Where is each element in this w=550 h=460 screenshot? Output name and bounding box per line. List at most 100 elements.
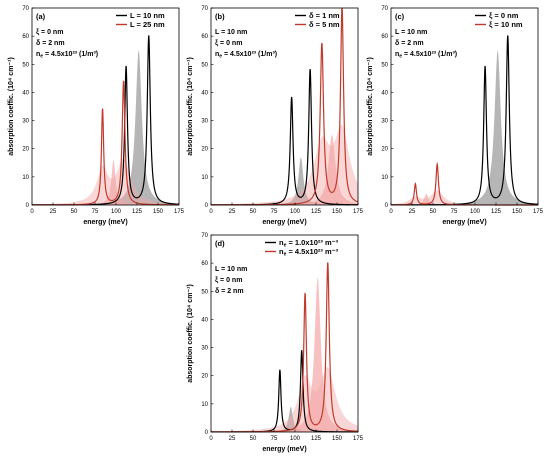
y-tick-label: 50 [201, 62, 208, 68]
series-1-line [391, 35, 539, 206]
annotation-text: ξ = 0 nm [215, 277, 242, 284]
y-tick-label: 70 [201, 6, 208, 12]
annotation-text: δ = 2 nm [36, 40, 65, 47]
plot-frame [210, 234, 359, 433]
x-tick-label: 75 [271, 209, 278, 215]
series-2-shaded-band [211, 277, 358, 432]
panel-label: (d) [215, 239, 225, 248]
y-tick-label: 20 [201, 147, 208, 153]
y-tick-label: 20 [381, 147, 388, 153]
y-tick-label: 10 [201, 402, 208, 408]
y-tick-label: 10 [381, 175, 388, 181]
x-axis-label: energy (meV) [442, 219, 486, 226]
series-1-shaded-band [32, 50, 179, 206]
legend-entry: δ = 5 nm [309, 20, 340, 29]
x-tick-label: 75 [92, 209, 99, 215]
series-2-shaded-band [211, 134, 358, 205]
y-tick-label: 30 [381, 119, 388, 125]
annotation-text: ξ = 0 nm [215, 40, 242, 47]
x-tick-label: 175 [174, 209, 185, 215]
x-tick-label: 175 [533, 209, 544, 215]
legend-entry: ne = 1.0x10²³ m⁻³ [279, 238, 339, 249]
x-tick-label: 75 [451, 209, 458, 215]
x-tick-label: 25 [50, 209, 57, 215]
panel-label: (b) [215, 12, 225, 21]
y-tick-label: 70 [201, 233, 208, 239]
y-axis-label: absorption coeffic. (10⁴ cm⁻¹) [187, 57, 194, 156]
x-tick-label: 25 [229, 209, 236, 215]
y-axis-label: absorption coeffic. (10⁴ cm⁻¹) [8, 57, 15, 156]
x-tick-label: 50 [250, 436, 257, 442]
series-1-shaded-band [391, 50, 538, 206]
y-tick-label: 70 [381, 6, 388, 12]
y-tick-label: 30 [201, 119, 208, 125]
x-tick-label: 125 [491, 209, 502, 215]
y-tick-label: 40 [22, 90, 29, 96]
y-tick-label: 10 [22, 175, 29, 181]
x-tick-label: 25 [409, 209, 416, 215]
x-tick-label: 0 [30, 209, 34, 215]
series-2-line [32, 80, 179, 206]
y-tick-label: 50 [381, 62, 388, 68]
legend-entry: ξ = 10 nm [489, 20, 523, 29]
y-tick-label: 50 [22, 62, 29, 68]
y-tick-label: 20 [22, 147, 29, 153]
annotation-text: δ = 2 nm [215, 288, 244, 295]
x-tick-label: 0 [209, 209, 213, 215]
x-axis-label: energy (meV) [262, 219, 306, 226]
x-tick-label: 150 [332, 436, 343, 442]
y-tick-label: 70 [22, 6, 29, 12]
x-axis-label: energy (meV) [83, 219, 127, 226]
x-axis-label: energy (meV) [262, 446, 306, 453]
x-tick-label: 75 [271, 436, 278, 442]
x-tick-label: 175 [353, 209, 364, 215]
x-tick-label: 50 [250, 209, 257, 215]
annotation-text: ξ = 0 nm [36, 29, 63, 36]
plot-frame [390, 7, 539, 206]
y-tick-label: 20 [201, 374, 208, 380]
x-tick-label: 150 [512, 209, 523, 215]
series-2-shaded-band [391, 193, 538, 205]
y-tick-label: 60 [201, 34, 208, 40]
annotation-text: L = 10 nm [395, 29, 427, 36]
x-tick-label: 150 [153, 209, 164, 215]
x-tick-label: 100 [290, 209, 301, 215]
legend-entry: δ = 1 nm [309, 11, 340, 20]
legend-entry: ξ = 0 nm [489, 11, 519, 20]
annotation-text: L = 10 nm [215, 266, 247, 273]
series-2-glow [391, 190, 538, 205]
x-tick-label: 100 [470, 209, 481, 215]
y-tick-label: 60 [201, 261, 208, 267]
legend-entry: L = 25 nm [130, 20, 165, 29]
x-tick-label: 0 [209, 436, 213, 442]
y-tick-label: 50 [201, 289, 208, 295]
series-2-glow [211, 124, 358, 205]
panel-a: 0 25 50 75 100 125 150 175 0 10 20 30 40 50 60 70 energy… [8, 6, 185, 226]
x-tick-label: 125 [311, 436, 322, 442]
annotation-text: L = 10 nm [215, 29, 247, 36]
legend-entry: ne = 4.5x10²³ m⁻³ [279, 247, 339, 258]
annotation-text: ne = 4.5x10²³ (1/m³) [215, 51, 277, 60]
y-tick-label: 10 [201, 175, 208, 181]
plot-frame [31, 7, 180, 206]
x-tick-label: 50 [430, 209, 437, 215]
y-tick-label: 40 [381, 90, 388, 96]
panel-d: 0 25 50 75 100 125 150 175 0 10 20 30 40 50 60 70 energy… [187, 233, 364, 453]
x-tick-label: 50 [71, 209, 78, 215]
y-tick-label: 60 [381, 34, 388, 40]
legend-entry: L = 10 nm [130, 11, 165, 20]
x-tick-label: 25 [229, 436, 236, 442]
y-tick-label: 0 [205, 203, 209, 209]
y-tick-label: 60 [22, 34, 29, 40]
y-tick-label: 0 [205, 430, 209, 436]
y-tick-label: 0 [385, 203, 389, 209]
y-tick-label: 30 [22, 119, 29, 125]
x-tick-label: 0 [389, 209, 393, 215]
x-tick-label: 150 [332, 209, 343, 215]
panel-label: (c) [395, 12, 405, 21]
x-tick-label: 125 [132, 209, 143, 215]
plot-frame [210, 7, 359, 206]
y-tick-label: 40 [201, 90, 208, 96]
annotation-text: ne = 4.5x10²³ (1/m³) [36, 51, 98, 60]
